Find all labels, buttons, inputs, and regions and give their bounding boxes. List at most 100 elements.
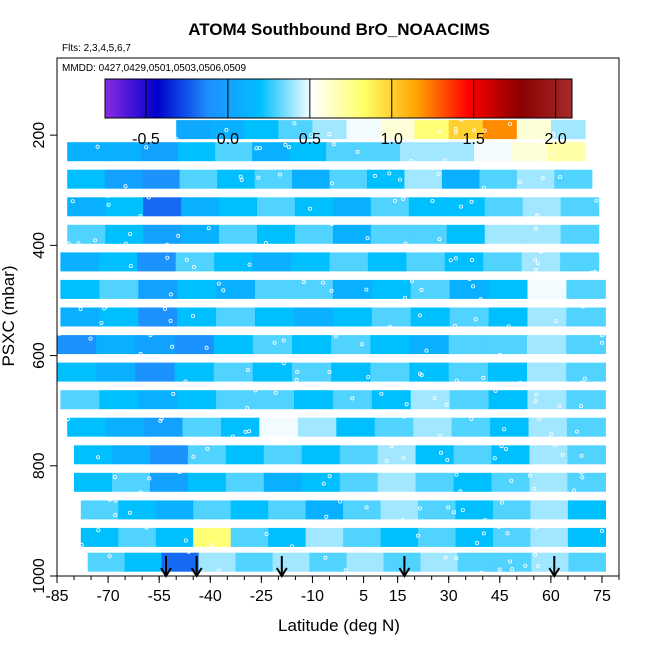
y-tick-label: 200 [31,122,48,149]
heatmap-cell [374,417,414,437]
observation-point [533,267,538,272]
heatmap-cell [530,527,569,547]
heatmap-cell [294,224,334,244]
heatmap-cell [213,335,254,355]
x-tick-label: 45 [491,588,509,605]
heatmap-cell [149,445,189,465]
observation-point [417,313,422,318]
heatmap-cell [479,169,518,189]
heatmap-cell [252,252,292,272]
heatmap-cell [292,335,332,355]
heatmap-cell [141,142,179,162]
heatmap-cell [522,224,562,244]
heatmap-cell [441,169,480,189]
heatmap-cell [409,362,450,382]
heatmap-cell [451,417,491,437]
observation-point [419,372,424,377]
heatmap-cell [568,552,606,572]
observation-point [264,532,269,537]
heatmap-cell [174,362,215,382]
heatmap-cell [494,552,532,572]
observation-point [308,133,313,138]
observation-point [437,129,442,134]
observation-point [168,292,173,297]
heatmap-cell [244,120,279,140]
heatmap-cell [235,552,274,572]
observation-point [401,196,406,201]
observation-point [247,429,252,434]
heatmap-cell [177,307,217,327]
observation-point [128,263,133,268]
observation-point [88,336,93,341]
observation-point [430,198,435,203]
heatmap-cell [560,252,600,272]
heatmap-cell [493,527,532,547]
observation-point [327,132,332,137]
observation-point [99,320,104,325]
observation-point [294,377,299,382]
heatmap-cell [294,390,334,410]
observation-point [551,134,556,139]
observation-point [532,486,537,491]
observation-point [437,237,442,242]
observation-point [308,206,313,211]
observation-point [146,195,151,200]
heatmap-cell [490,417,530,437]
observation-point [79,542,84,547]
heatmap-cell [527,335,567,355]
observation-point [539,249,544,254]
observation-point [528,473,533,478]
heatmap-cell [118,527,157,547]
observation-point [364,287,369,292]
chart-title: ATOM4 Southbound BrO_NOAACIMS [188,20,490,39]
observation-point [286,145,291,150]
observation-point [575,429,580,434]
observation-point [482,185,487,190]
heatmap-cell [370,362,411,382]
heatmap-cell [367,169,406,189]
observation-point [588,270,593,275]
heatmap-cell [135,362,176,382]
colorbar: -0.5 0.0 0.5 1.0 1.5 2.0 [104,78,573,148]
observation-point [481,375,486,380]
observation-point [324,514,329,519]
heatmap-cell [343,527,382,547]
heatmap-cell [193,500,232,520]
heatmap-cell [560,224,600,244]
heatmap-cell [329,252,369,272]
observation-point [278,414,283,419]
observation-point [388,324,393,329]
observation-point [599,528,604,533]
heatmap-cell [453,445,493,465]
heatmap-cell [377,445,417,465]
heatmap-cell [437,142,475,162]
observation-point [95,144,100,149]
observation-point [323,555,328,560]
heatmap-cell [516,169,555,189]
heatmap-cell [528,417,568,437]
observation-point [397,177,402,182]
observation-point [438,450,443,455]
heatmap-cell [292,362,332,382]
heatmap-cell [252,335,293,355]
observation-point [470,284,475,289]
flights-note: Flts: 2,3,4,5,6,7 [62,43,131,54]
heatmap-cell [550,120,586,140]
heatmap-cell [99,390,139,410]
observation-point [592,269,597,274]
heatmap-cell [326,142,364,162]
heatmap-cell [217,169,256,189]
observation-point [600,340,605,345]
heatmap-cell [57,335,97,355]
heatmap-cell [566,335,606,355]
observation-point [419,287,424,292]
heatmap-cell [371,307,412,327]
heatmap-cell [216,390,256,410]
observation-point [138,490,143,495]
observation-point [127,510,132,515]
observation-point [57,331,62,336]
heatmap-cell [294,279,334,299]
heatmap-cell [225,472,265,492]
heatmap-cell [418,500,457,520]
heatmap-cell [410,279,451,299]
